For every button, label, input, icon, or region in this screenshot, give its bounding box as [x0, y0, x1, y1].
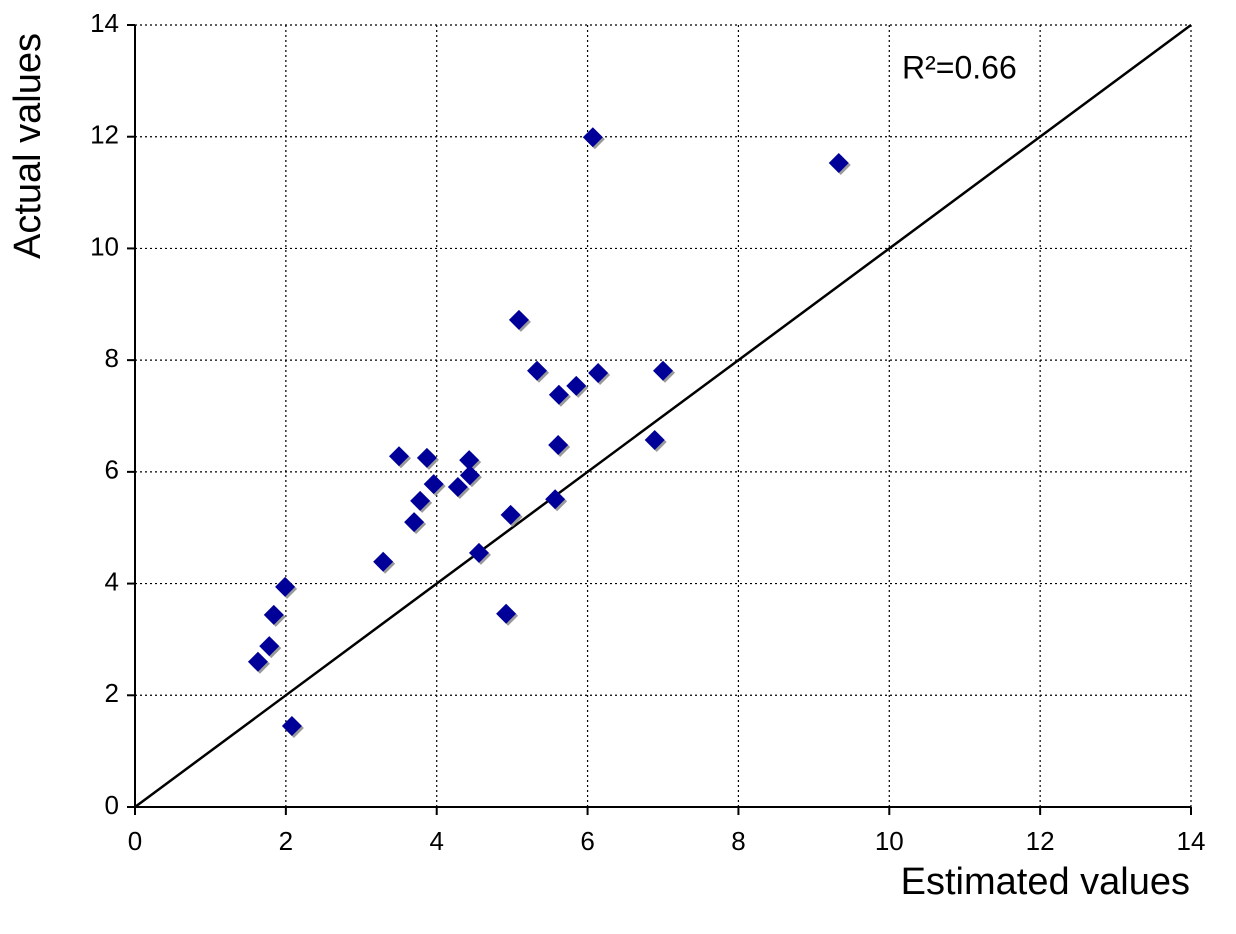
point — [447, 476, 468, 497]
point — [508, 309, 529, 330]
y-tick-label: 12 — [90, 120, 119, 150]
point — [496, 603, 517, 624]
point — [416, 447, 437, 468]
point — [281, 716, 302, 737]
x-tick-label: 10 — [875, 826, 904, 856]
point — [389, 446, 409, 467]
point — [527, 360, 548, 381]
y-tick-label: 2 — [105, 678, 119, 708]
point — [582, 127, 603, 148]
point — [653, 360, 673, 381]
point — [468, 542, 489, 563]
point — [500, 504, 521, 525]
reference-line — [134, 23, 1192, 809]
point — [828, 152, 849, 173]
y-tick-label: 4 — [105, 566, 119, 596]
x-tick-label: 8 — [731, 826, 745, 856]
x-tick-label: 0 — [128, 826, 142, 856]
point — [275, 576, 296, 597]
y-tick-label: 14 — [90, 8, 119, 38]
point — [247, 651, 268, 672]
y-tick-label: 10 — [90, 231, 119, 261]
x-tick-label: 12 — [1026, 826, 1055, 856]
point — [545, 489, 566, 510]
point — [373, 551, 394, 572]
annotation: R²=0.66 — [902, 49, 1017, 85]
y-tick-label: 8 — [105, 343, 119, 373]
point — [423, 474, 444, 495]
x-tick-label: 2 — [279, 826, 293, 856]
point — [410, 490, 431, 511]
point — [259, 636, 280, 657]
x-tick-label: 6 — [580, 826, 594, 856]
x-tick-label: 14 — [1177, 826, 1206, 856]
y-tick-label: 6 — [105, 455, 119, 485]
x-axis-title: Estimated values — [901, 861, 1190, 903]
point — [459, 450, 480, 471]
point — [548, 435, 569, 456]
point — [644, 430, 665, 451]
y-axis-title: Actual values — [7, 33, 49, 259]
point — [548, 384, 569, 405]
x-tick-label: 4 — [429, 826, 443, 856]
point — [404, 512, 425, 533]
y-tick-label: 0 — [105, 790, 119, 820]
point — [566, 375, 587, 396]
point — [263, 604, 284, 625]
point — [588, 362, 609, 383]
point — [459, 465, 480, 486]
